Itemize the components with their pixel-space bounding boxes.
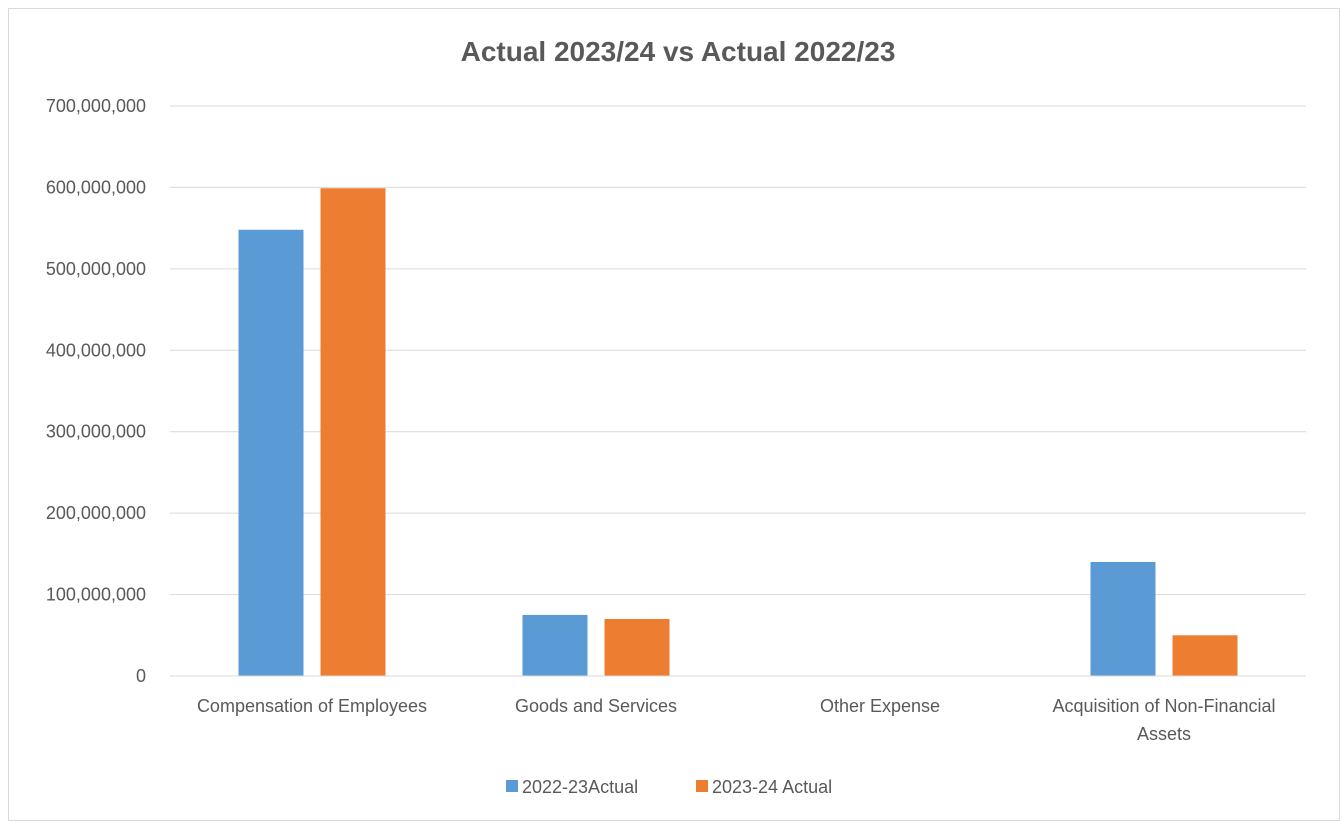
x-tick-label-line: Goods and Services — [515, 696, 677, 716]
legend-label: 2023-24 Actual — [712, 777, 832, 797]
legend: 2022-23Actual 2023-24 Actual — [506, 777, 832, 797]
y-tick-label: 200,000,000 — [46, 503, 146, 523]
bars — [238, 188, 1238, 676]
y-tick-label: 700,000,000 — [46, 96, 146, 116]
x-tick-label: Compensation of Employees — [197, 696, 427, 716]
chart-title: Actual 2023/24 vs Actual 2022/23 — [461, 36, 896, 67]
x-tick-label-line: Assets — [1137, 724, 1191, 744]
y-tick-label: 500,000,000 — [46, 259, 146, 279]
legend-swatch — [696, 780, 708, 792]
x-tick-label: Goods and Services — [515, 696, 677, 716]
bar — [238, 229, 304, 676]
x-axis-tick-labels: Compensation of Employees Goods and Servi… — [197, 696, 1276, 744]
y-tick-label: 600,000,000 — [46, 177, 146, 197]
bar — [1090, 562, 1156, 676]
y-tick-label: 300,000,000 — [46, 422, 146, 442]
x-tick-label-line: Other Expense — [820, 696, 940, 716]
bar — [604, 619, 670, 676]
x-tick-label-line: Compensation of Employees — [197, 696, 427, 716]
bar — [1172, 635, 1238, 676]
x-tick-label: Other Expense — [820, 696, 940, 716]
legend-swatch — [506, 780, 518, 792]
bar — [320, 188, 386, 676]
y-axis-tick-labels: 0 100,000,000 200,000,000 300,000,000 400,00… — [46, 96, 146, 686]
chart-frame — [8, 8, 1340, 821]
y-tick-label: 0 — [136, 666, 146, 686]
x-tick-label: Acquisition of Non-Financial Assets — [1052, 696, 1275, 744]
bar — [522, 614, 588, 676]
x-tick-label-line: Acquisition of Non-Financial — [1052, 696, 1275, 716]
y-tick-label: 100,000,000 — [46, 585, 146, 605]
y-tick-label: 400,000,000 — [46, 340, 146, 360]
legend-label: 2022-23Actual — [522, 777, 638, 797]
